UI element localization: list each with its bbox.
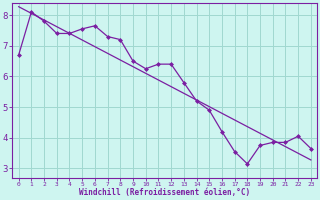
- X-axis label: Windchill (Refroidissement éolien,°C): Windchill (Refroidissement éolien,°C): [79, 188, 250, 197]
